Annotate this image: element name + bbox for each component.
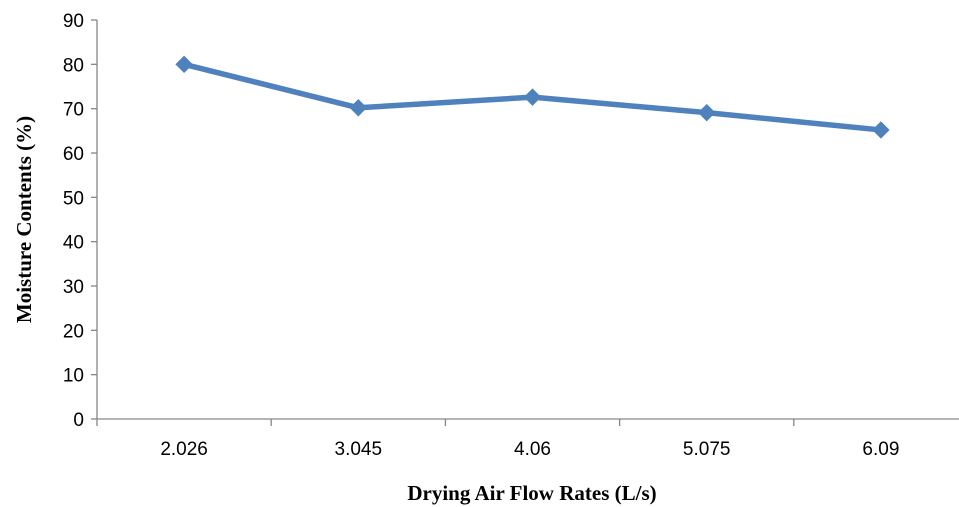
data-point-marker — [697, 103, 716, 122]
series-layer — [175, 55, 890, 139]
x-axis-title: Drying Air Flow Rates (L/s) — [407, 481, 656, 505]
x-tick-label: 5.075 — [683, 439, 731, 460]
y-tick-label: 0 — [73, 410, 84, 431]
data-point-marker — [175, 55, 193, 74]
y-tick-label: 70 — [63, 100, 84, 121]
x-tick-label: 2.026 — [160, 439, 208, 460]
x-tick-label: 6.09 — [862, 439, 899, 460]
y-tick-label: 50 — [63, 188, 84, 209]
y-tick-label: 40 — [63, 233, 84, 254]
data-point-marker — [872, 121, 890, 139]
y-tick-label: 90 — [63, 11, 84, 32]
y-axis-ticks: 0 10 20 30 40 50 60 70 80 90 — [63, 11, 97, 431]
y-tick-label: 30 — [63, 277, 84, 298]
y-tick-label: 60 — [63, 144, 84, 165]
y-axis-title: Moisture Contents (%) — [12, 116, 36, 323]
x-tick-label: 4.06 — [514, 439, 551, 460]
data-point-marker — [349, 99, 368, 117]
data-point-marker — [523, 88, 542, 106]
x-tick-label: 3.045 — [335, 439, 383, 460]
x-axis-ticks: 2.026 3.045 4.06 5.075 6.09 — [96, 419, 899, 460]
y-tick-label: 80 — [63, 55, 84, 76]
y-tick-label: 20 — [63, 321, 84, 342]
y-tick-label: 10 — [63, 366, 84, 387]
